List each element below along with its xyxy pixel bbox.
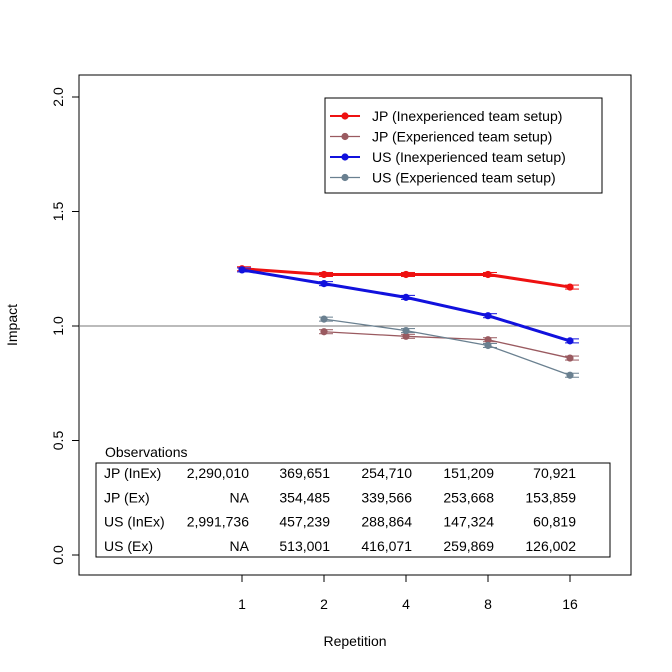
series-line xyxy=(323,318,571,376)
observations-cell: 70,921 xyxy=(533,465,576,481)
observations-row-label: JP (InEx) xyxy=(104,465,161,481)
y-tick-label: 0.5 xyxy=(50,431,66,451)
observations-cell: 2,991,736 xyxy=(187,514,249,530)
data-point xyxy=(320,328,328,336)
observations-cell: 253,668 xyxy=(443,489,494,505)
x-tick-label: 1 xyxy=(238,596,246,612)
data-point xyxy=(566,283,574,291)
observations-cell: 288,864 xyxy=(361,514,412,530)
legend-box xyxy=(324,97,603,194)
data-point xyxy=(402,332,410,340)
data-point xyxy=(238,266,246,274)
observations-cell: 416,071 xyxy=(361,538,412,554)
legend-marker xyxy=(341,132,349,141)
observations-cell: 60,819 xyxy=(533,514,576,530)
observations-cell: 147,324 xyxy=(443,514,494,530)
series-line xyxy=(323,331,571,359)
plot-frame xyxy=(78,74,632,576)
x-tick-label: 4 xyxy=(402,596,410,612)
observations-cell: 259,869 xyxy=(443,538,494,554)
data-point xyxy=(484,270,492,279)
data-point xyxy=(484,341,492,350)
data-point xyxy=(402,326,410,335)
y-tick-label: 1.0 xyxy=(50,316,66,336)
observations-cell: 151,209 xyxy=(443,465,494,481)
observations-cell: NA xyxy=(230,538,250,554)
legend-entry: US (Experienced team setup) xyxy=(372,170,556,186)
data-point xyxy=(484,336,492,344)
observations-cell: 254,710 xyxy=(361,465,412,481)
observations-cell: 457,239 xyxy=(279,514,330,530)
legend-entry: JP (Inexperienced team setup) xyxy=(372,108,562,124)
observations-row-label: US (InEx) xyxy=(104,514,165,530)
observations-cell: 126,002 xyxy=(525,538,576,554)
data-point xyxy=(566,337,574,345)
data-point xyxy=(566,371,574,379)
observations-cell: 153,859 xyxy=(525,489,576,505)
data-point xyxy=(402,270,410,279)
data-point xyxy=(566,354,574,362)
legend-marker xyxy=(341,153,349,161)
data-point xyxy=(484,312,492,320)
data-point xyxy=(320,315,328,323)
legend-marker xyxy=(341,173,349,182)
y-tick-label: 0.0 xyxy=(50,545,66,565)
legend-entry: JP (Experienced team setup) xyxy=(372,129,552,145)
observations-cell: 339,566 xyxy=(361,489,412,505)
x-tick-label: 8 xyxy=(484,596,492,612)
x-tick-label: 16 xyxy=(562,596,578,612)
observations-cell: NA xyxy=(230,489,250,505)
observations-box xyxy=(95,462,611,558)
data-point xyxy=(402,293,410,301)
data-point xyxy=(320,280,328,288)
observations-row-label: JP (Ex) xyxy=(104,489,150,505)
observations-cell: 354,485 xyxy=(279,489,330,505)
y-tick-label: 1.5 xyxy=(50,202,66,222)
observations-row-label: US (Ex) xyxy=(104,538,153,554)
y-axis-title: Impact xyxy=(4,304,20,346)
observations-cell: 2,290,010 xyxy=(187,465,249,481)
y-tick-label: 2.0 xyxy=(50,87,66,107)
observations-cell: 513,001 xyxy=(279,538,330,554)
observations-cell: 369,651 xyxy=(279,465,330,481)
data-point xyxy=(320,270,328,279)
x-tick-label: 2 xyxy=(320,596,328,612)
legend-marker xyxy=(341,112,349,120)
observations-title: Observations xyxy=(105,444,187,460)
x-axis-title: Repetition xyxy=(323,633,386,649)
legend-entry: US (Inexperienced team setup) xyxy=(372,149,566,165)
